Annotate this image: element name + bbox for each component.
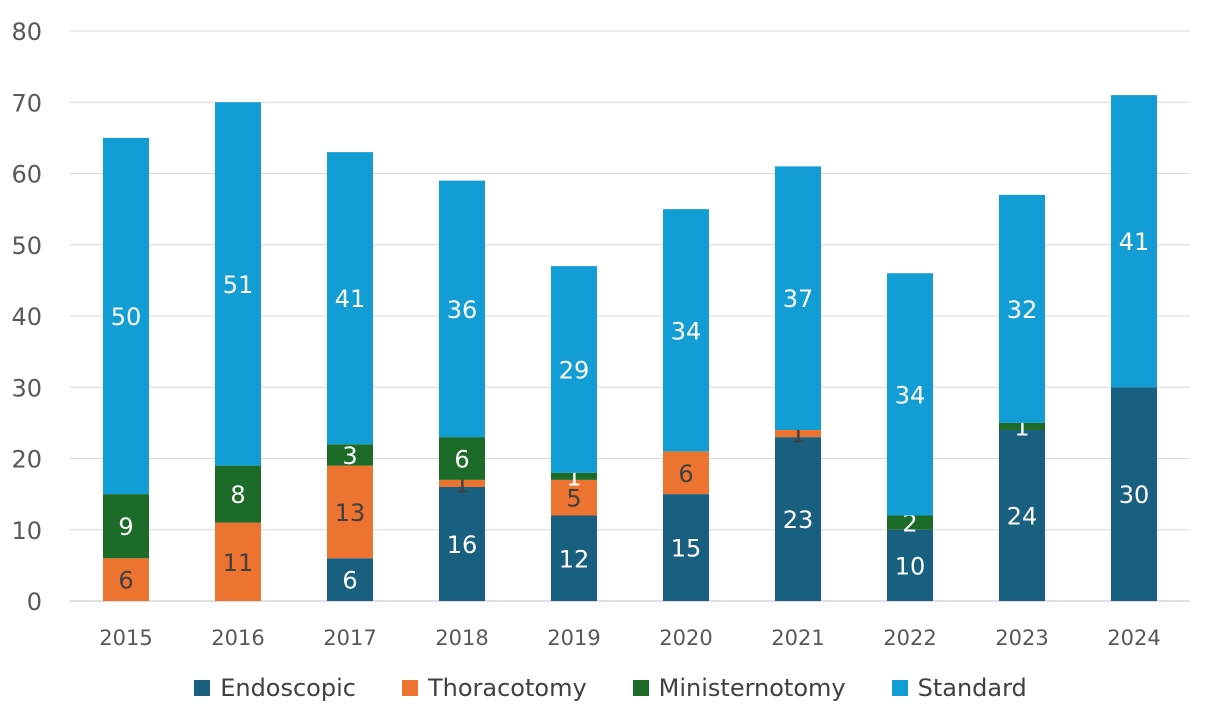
y-tick-label: 30 xyxy=(11,374,42,402)
data-label: 32 xyxy=(1007,296,1038,324)
x-tick-label: 2024 xyxy=(1107,626,1160,650)
bar-segment-thoracotomy xyxy=(551,479,597,516)
legend: Endoscopic Thoracotomy Ministernotomy Stand… xyxy=(0,668,1207,708)
x-tick-label: 2015 xyxy=(99,626,152,650)
bar-segment-endoscopic xyxy=(551,515,597,601)
legend-swatch xyxy=(891,680,908,696)
x-tick-label: 2023 xyxy=(995,626,1048,650)
bar-segment-endoscopic xyxy=(1111,387,1157,601)
data-label: 30 xyxy=(1119,481,1150,509)
data-label: 16 xyxy=(447,531,478,559)
x-tick-label: 2020 xyxy=(659,626,712,650)
data-label: 29 xyxy=(559,356,590,384)
bar-segment-thoracotomy xyxy=(439,479,485,487)
legend-item-thoracotomy: Thoracotomy xyxy=(401,674,587,702)
bar-segment-ministernotomy xyxy=(439,437,485,480)
data-label: 51 xyxy=(223,271,254,299)
x-tick-label: 2019 xyxy=(547,626,600,650)
y-tick-label: 60 xyxy=(11,161,42,189)
bar-segment-endoscopic xyxy=(999,430,1045,601)
bar-segment-standard xyxy=(327,152,373,445)
legend-label: Standard xyxy=(917,674,1027,702)
data-label: 41 xyxy=(335,285,366,313)
bar-segment-endoscopic xyxy=(663,494,709,601)
bar-segment-thoracotomy xyxy=(663,451,709,495)
data-label: 24 xyxy=(1007,503,1038,531)
data-label: 6 xyxy=(678,460,693,488)
bar-segment-standard xyxy=(999,194,1045,423)
data-label: 36 xyxy=(447,296,478,324)
bar-segment-ministernotomy xyxy=(215,465,261,523)
x-tick-label: 2022 xyxy=(883,626,936,650)
data-label: 3 xyxy=(342,442,357,470)
data-label: 5 xyxy=(566,485,581,513)
legend-swatch xyxy=(194,680,211,696)
data-label: 34 xyxy=(895,381,926,409)
bar-segment-ministernotomy xyxy=(999,422,1045,430)
legend-swatch xyxy=(632,680,649,696)
bar-segment-endoscopic xyxy=(327,558,373,601)
legend-label: Endoscopic xyxy=(220,674,356,702)
bar-segment-thoracotomy xyxy=(103,558,149,601)
data-label: 34 xyxy=(671,317,702,345)
legend-item-ministernotomy: Ministernotomy xyxy=(632,674,846,702)
y-tick-label: 10 xyxy=(11,517,42,545)
data-label: 41 xyxy=(1119,228,1150,256)
legend-item-standard: Standard xyxy=(891,674,1027,702)
data-label: 23 xyxy=(783,506,814,534)
data-label: 50 xyxy=(111,303,142,331)
y-tick-label: 0 xyxy=(27,588,42,616)
data-label: 37 xyxy=(783,285,814,313)
bar-segment-thoracotomy xyxy=(215,522,261,601)
legend-item-endoscopic: Endoscopic xyxy=(194,674,356,702)
bar-segment-standard xyxy=(551,266,597,473)
data-label: 6 xyxy=(342,567,357,595)
bar-segment-ministernotomy xyxy=(551,472,597,480)
bar-segment-standard xyxy=(103,137,149,495)
data-label: 10 xyxy=(895,552,926,580)
data-label: 15 xyxy=(671,535,702,563)
bar-segment-standard xyxy=(1111,95,1157,388)
bar-segment-endoscopic xyxy=(775,437,821,601)
data-label: 9 xyxy=(118,513,133,541)
data-label: 8 xyxy=(230,481,245,509)
bar-segment-ministernotomy xyxy=(887,515,933,530)
y-tick-label: 80 xyxy=(11,18,42,46)
data-label: 6 xyxy=(118,567,133,595)
bar-segment-standard xyxy=(215,102,261,466)
y-tick-label: 40 xyxy=(11,303,42,331)
bar-segment-ministernotomy xyxy=(103,494,149,559)
y-tick-label: 50 xyxy=(11,232,42,260)
y-tick-label: 70 xyxy=(11,89,42,117)
bar-segment-standard xyxy=(775,166,821,430)
bar-segment-ministernotomy xyxy=(327,444,373,466)
bar-segment-standard xyxy=(663,209,709,452)
bar-segment-thoracotomy xyxy=(327,465,373,559)
bar-segment-standard xyxy=(439,180,485,438)
data-label: 6 xyxy=(454,446,469,474)
data-label: 13 xyxy=(335,499,366,527)
legend-label: Ministernotomy xyxy=(658,674,846,702)
bar-segment-thoracotomy xyxy=(775,430,821,438)
legend-label: Thoracotomy xyxy=(427,674,587,702)
bar-segment-standard xyxy=(887,273,933,516)
x-tick-label: 2017 xyxy=(323,626,376,650)
x-tick-label: 2018 xyxy=(435,626,488,650)
x-tick-label: 2021 xyxy=(771,626,824,650)
x-tick-label: 2016 xyxy=(211,626,264,650)
legend-swatch xyxy=(401,680,418,696)
data-label: 11 xyxy=(223,549,254,577)
data-label: 12 xyxy=(559,545,590,573)
y-tick-label: 20 xyxy=(11,446,42,474)
data-label: 2 xyxy=(902,510,917,538)
bar-segment-endoscopic xyxy=(887,529,933,601)
bar-segment-endoscopic xyxy=(439,487,485,601)
